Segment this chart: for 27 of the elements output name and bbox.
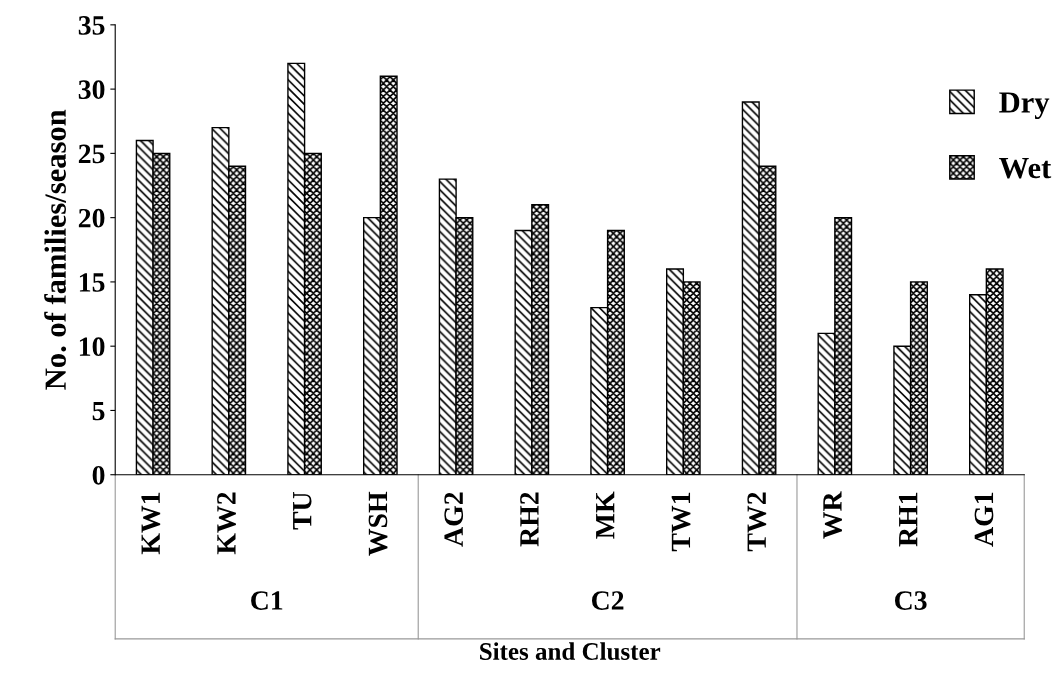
y-axis-title: No. of families/season [44,109,67,390]
y-tick-label: 15 [79,273,105,292]
x-tick-label: KW2 [217,492,236,555]
x-tick-label: TW2 [747,492,767,552]
text: C3 [894,591,927,610]
x-tick-label: RH1 [898,492,918,547]
y-tick-label: 30 [78,80,105,100]
x-tick-label: KW1 [141,492,161,555]
x-tick-label: MK [596,491,615,539]
y-tick-label: 0 [92,465,105,485]
x-tick-label: WSH [368,491,388,556]
x-tick-label: TW1 [671,492,691,552]
x-tick-label: WR [823,491,842,539]
y-tick-label: 5 [92,401,105,421]
text: C1 [251,591,283,610]
y-tick-label: 35 [78,16,105,35]
x-tick-label: TU [293,492,312,530]
legend-label: Wet [999,157,1052,179]
y-tick-label: 10 [79,337,105,357]
x-axis-title: Sites and Cluster [480,642,661,660]
text: C2 [591,591,624,610]
legend-label: Dry [999,92,1050,120]
x-tick-label: AG1 [974,492,994,547]
x-tick-label: RH2 [520,492,539,547]
y-tick-label: 20 [78,208,105,228]
x-tick-label: AG2 [444,492,464,547]
y-tick-label: 25 [78,144,105,164]
